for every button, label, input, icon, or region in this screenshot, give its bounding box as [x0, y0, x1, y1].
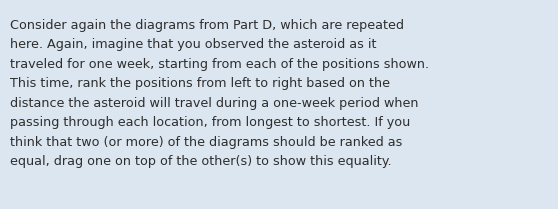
Text: Consider again the diagrams from Part D, which are repeated
here. Again, imagine: Consider again the diagrams from Part D,…	[10, 19, 429, 168]
